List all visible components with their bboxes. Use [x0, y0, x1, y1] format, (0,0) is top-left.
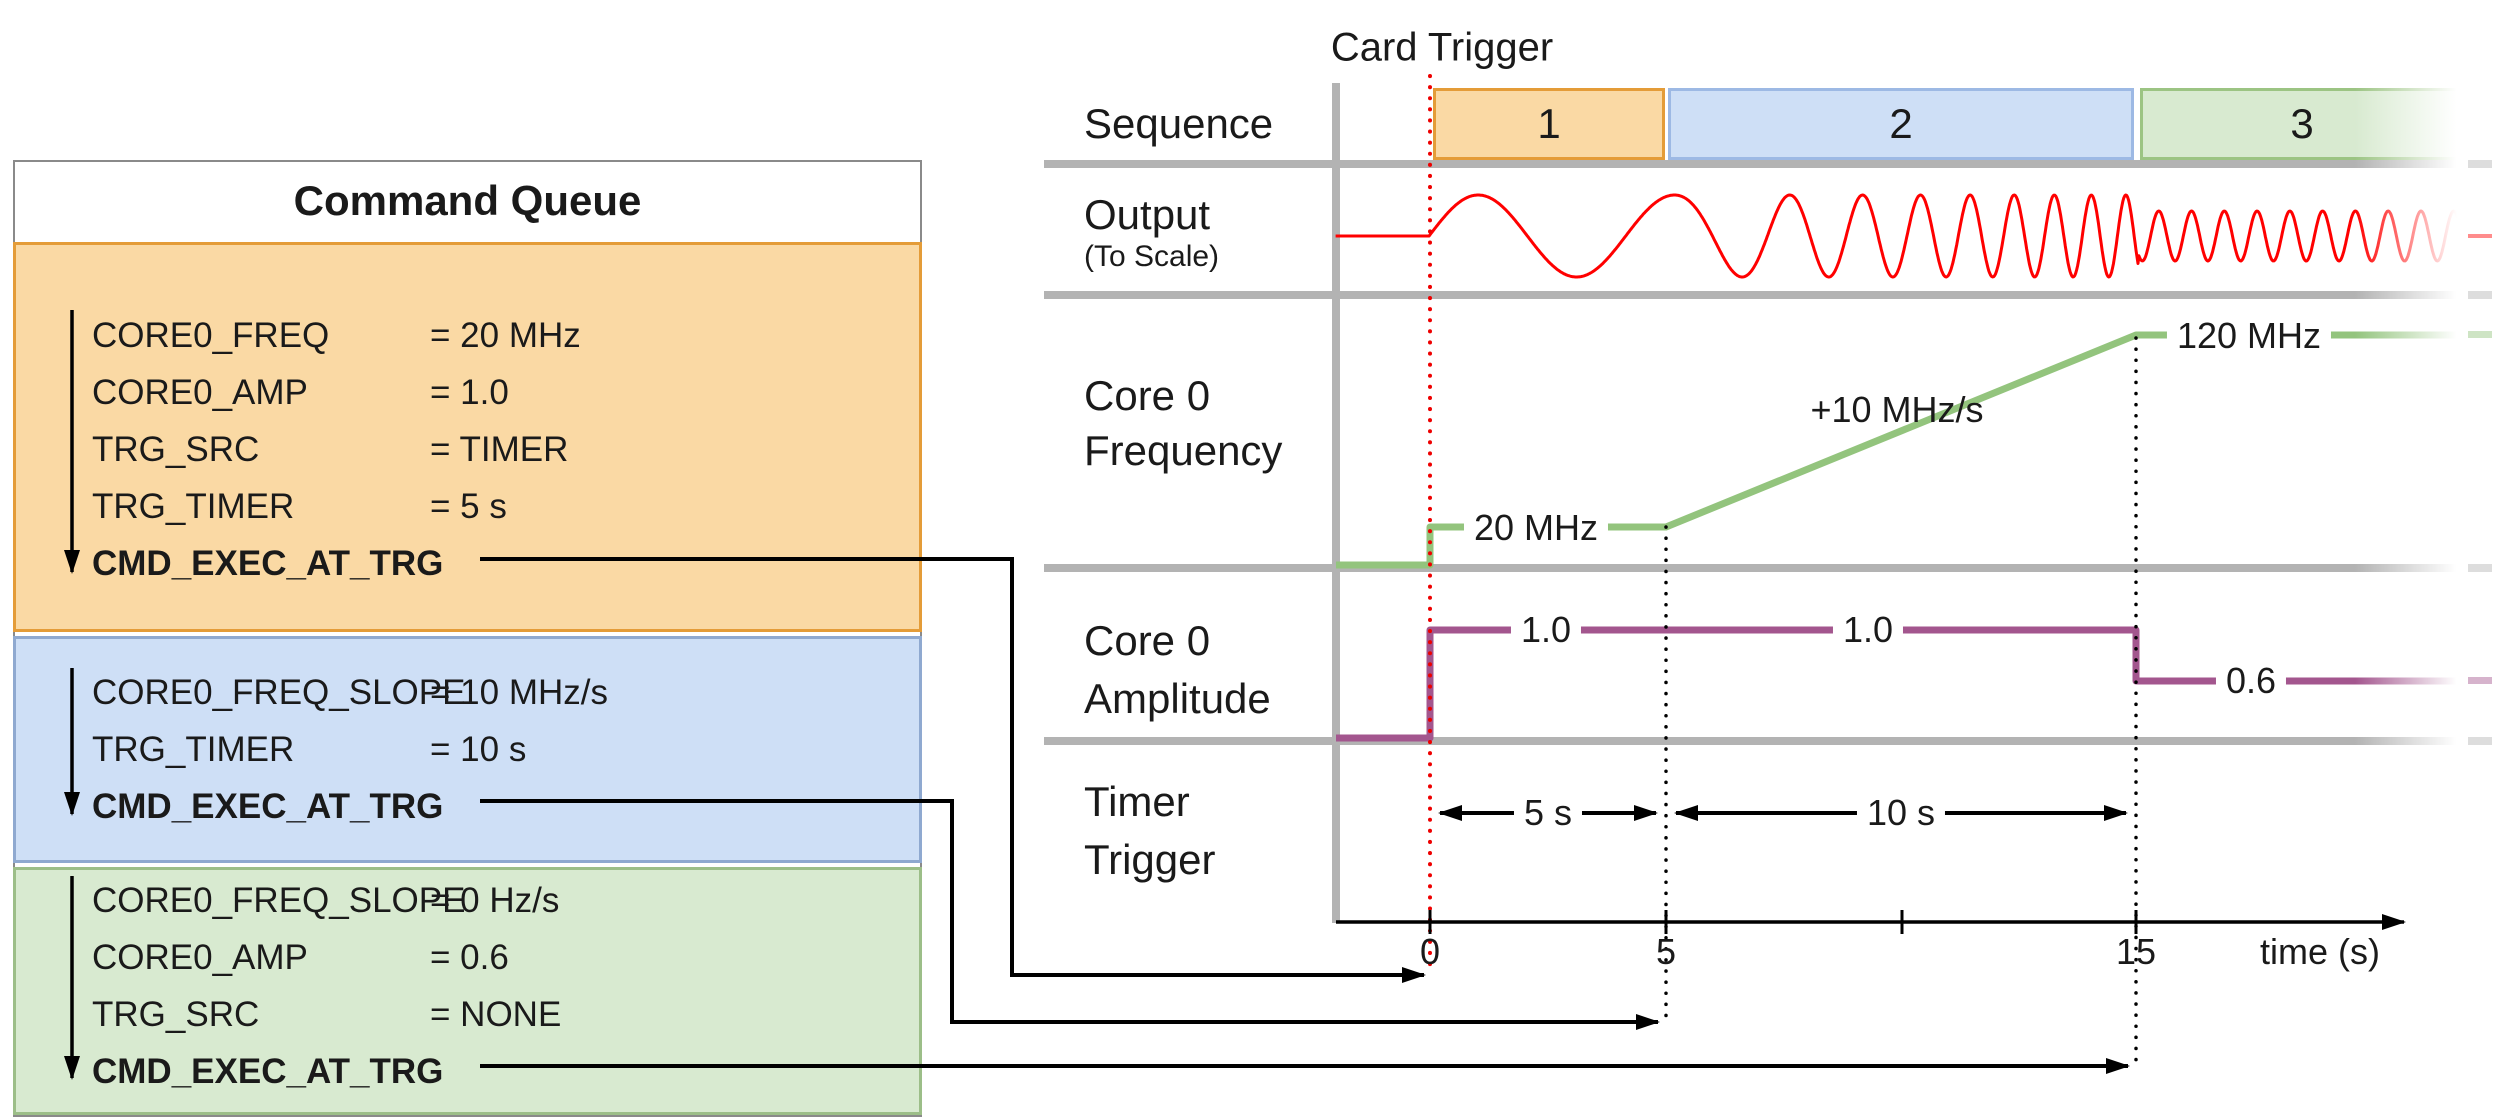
command-queue: Command Queue CORE0_FREQ = 20 MHz CORE0_…: [13, 160, 922, 1117]
command-row: CORE0_AMP = 0.6: [16, 929, 919, 986]
amp-0.6-label: 0.6: [2215, 659, 2287, 703]
command-block-sequence-1: CORE0_FREQ = 20 MHz CORE0_AMP = 1.0 TRG_…: [13, 242, 922, 632]
row-label-amplitude-2: Amplitude: [1084, 675, 1271, 722]
time-axis-label: time (s): [2260, 931, 2380, 972]
command-value: = TIMER: [430, 429, 569, 469]
freq-slope-label: +10 MHz/s: [1810, 389, 1984, 430]
command-value: = NONE: [430, 994, 562, 1034]
diagram-left-spine: [1332, 83, 1340, 923]
tick-label-0: 0: [1419, 931, 1441, 972]
sequence-baseline-stub: [2468, 160, 2492, 168]
command-name: CMD_EXEC_AT_TRG: [92, 1051, 444, 1091]
command-value: = 20 MHz: [430, 315, 581, 355]
command-row: CORE0_FREQ_SLOPE = 10 MHz/s: [16, 664, 919, 721]
command-value: = 10 s: [430, 729, 527, 769]
row-label-timer-1: Timer: [1084, 778, 1190, 825]
card-trigger-label: Card Trigger: [1330, 25, 1554, 70]
interval-5s-label: 5 s: [1513, 791, 1583, 835]
command-name: CORE0_AMP: [92, 372, 308, 412]
amplitude-baseline: [1044, 737, 2484, 745]
sequence-baseline: [1044, 160, 2484, 168]
row-label-output: Output: [1084, 191, 1211, 238]
command-value: = 0.6: [430, 937, 509, 977]
command-name: CMD_EXEC_AT_TRG: [92, 543, 444, 583]
sequence-segment-2: 2: [1668, 88, 2134, 160]
frequency-line-stub: [2468, 331, 2492, 338]
tick-label-5: 5: [1655, 931, 1677, 972]
right-edge-fade: [2355, 58, 2500, 908]
command-row: TRG_SRC = NONE: [16, 986, 919, 1043]
command-row: CORE0_AMP = 1.0: [16, 364, 919, 421]
command-value: = 5 s: [430, 486, 507, 526]
row-label-frequency-1: Core 0: [1084, 372, 1211, 419]
row-label-timer-2: Trigger: [1084, 836, 1216, 883]
command-value: = 1.0: [430, 372, 509, 412]
command-row-exec: CMD_EXEC_AT_TRG: [16, 778, 919, 835]
command-name: CORE0_AMP: [92, 937, 308, 977]
command-name: TRG_TIMER: [92, 486, 295, 526]
command-row-exec: CMD_EXEC_AT_TRG: [16, 1043, 919, 1100]
output-baseline: [1044, 291, 2484, 299]
sequence-segment-1-label: 1: [1537, 100, 1561, 147]
amplitude-baseline-stub: [2468, 737, 2492, 745]
command-row: TRG_TIMER = 10 s: [16, 721, 919, 778]
command-queue-title: Command Queue: [293, 177, 642, 224]
command-name: CORE0_FREQ_SLOPE: [92, 672, 466, 712]
command-value: = 0 Hz/s: [430, 880, 560, 920]
output-baseline-stub: [2468, 291, 2492, 299]
output-waveform: [1335, 193, 2463, 279]
amplitude-line-stub: [2468, 677, 2492, 684]
sequence-segment-1: 1: [1433, 88, 1665, 160]
row-label-amplitude-1: Core 0: [1084, 617, 1211, 664]
command-name: TRG_TIMER: [92, 729, 295, 769]
frequency-baseline: [1044, 564, 2484, 572]
command-value: = 10 MHz/s: [430, 672, 608, 712]
row-label-output-scale: (To Scale): [1084, 240, 1220, 273]
command-name: TRG_SRC: [92, 429, 260, 469]
command-row: TRG_SRC = TIMER: [16, 421, 919, 478]
interval-10s-label: 10 s: [1856, 791, 1946, 835]
frequency-baseline-stub: [2468, 564, 2492, 572]
time-axis-ticks: [1428, 910, 2138, 934]
command-name: TRG_SRC: [92, 994, 260, 1034]
amp-1.0-label-a: 1.0: [1510, 608, 1582, 652]
freq-120mhz-label: 120 MHz: [2166, 314, 2332, 358]
sequence-segment-2-label: 2: [1889, 100, 1913, 147]
row-label-frequency-2: Frequency: [1084, 427, 1283, 474]
amp-1.0-label-b: 1.0: [1832, 608, 1904, 652]
command-row: TRG_TIMER = 5 s: [16, 478, 919, 535]
output-wave-stub: [2468, 234, 2492, 238]
tick-label-15: 15: [2115, 931, 2157, 972]
command-row: CORE0_FREQ_SLOPE = 0 Hz/s: [16, 872, 919, 929]
command-row-exec: CMD_EXEC_AT_TRG: [16, 535, 919, 592]
freq-20mhz-label: 20 MHz: [1463, 506, 1609, 550]
command-name: CORE0_FREQ: [92, 315, 330, 355]
row-label-sequence: Sequence: [1084, 100, 1274, 147]
command-block-sequence-3: CORE0_FREQ_SLOPE = 0 Hz/s CORE0_AMP = 0.…: [13, 867, 922, 1115]
command-name: CORE0_FREQ_SLOPE: [92, 880, 466, 920]
command-block-sequence-2: CORE0_FREQ_SLOPE = 10 MHz/s TRG_TIMER = …: [13, 636, 922, 863]
command-name: CMD_EXEC_AT_TRG: [92, 786, 444, 826]
command-row: CORE0_FREQ = 20 MHz: [16, 307, 919, 364]
sequence-segment-3-label: 3: [2290, 100, 2314, 147]
